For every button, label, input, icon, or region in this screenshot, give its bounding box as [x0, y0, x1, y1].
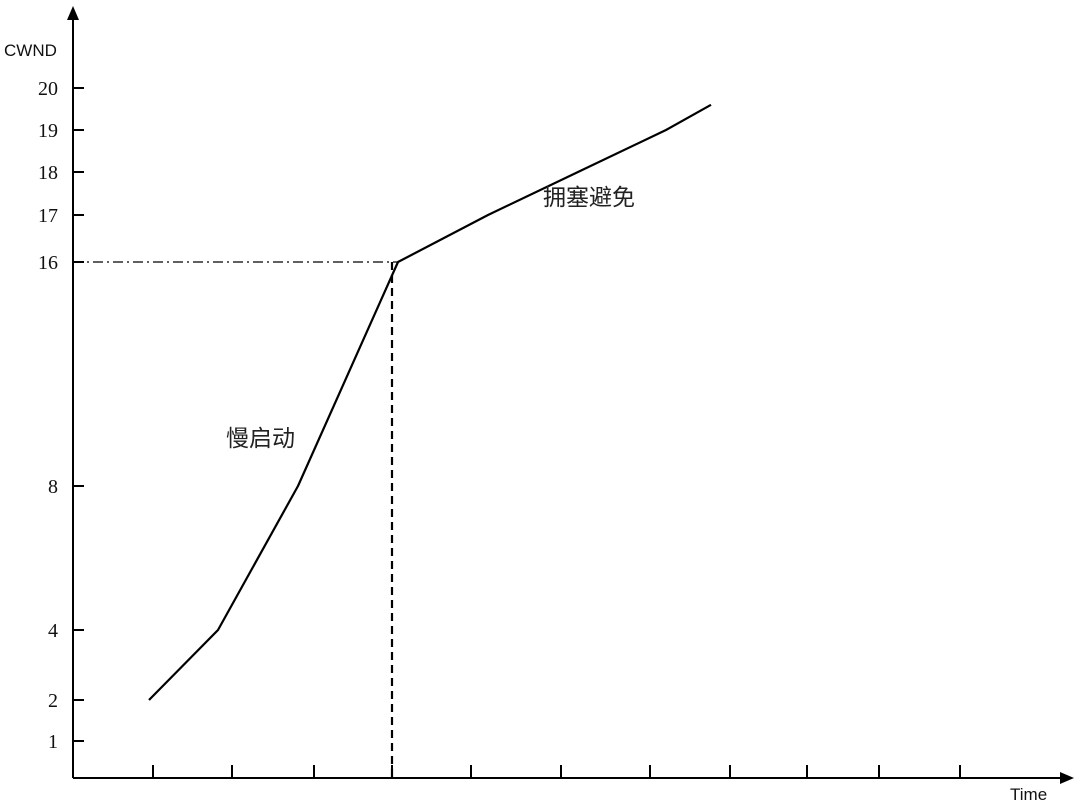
- y-tick-label: 2: [48, 690, 58, 712]
- y-tick-label: 16: [38, 252, 58, 274]
- y-axis-label: CWND: [4, 41, 57, 60]
- slow-start-label: 慢启动: [226, 426, 295, 452]
- y-tick-label: 8: [48, 476, 58, 498]
- y-tick-label: 1: [48, 731, 58, 753]
- y-tick-label: 4: [48, 620, 58, 642]
- x-axis-label: Time: [1010, 785, 1047, 802]
- congestion-avoidance-label: 拥塞避免: [543, 185, 635, 211]
- cwnd-series-line: [148, 103, 712, 701]
- x-ticks: [152, 765, 961, 778]
- axes: [67, 6, 1074, 784]
- y-tick-label: 20: [38, 78, 58, 100]
- y-tick-label: 17: [38, 205, 58, 227]
- y-tick-label: 19: [38, 120, 58, 142]
- y-tick-label: 18: [38, 162, 58, 184]
- y-ticks: 20 19 18 17 16 8 4 2 1: [38, 78, 84, 753]
- y-axis-arrow: [67, 6, 79, 20]
- x-axis-arrow: [1060, 772, 1074, 784]
